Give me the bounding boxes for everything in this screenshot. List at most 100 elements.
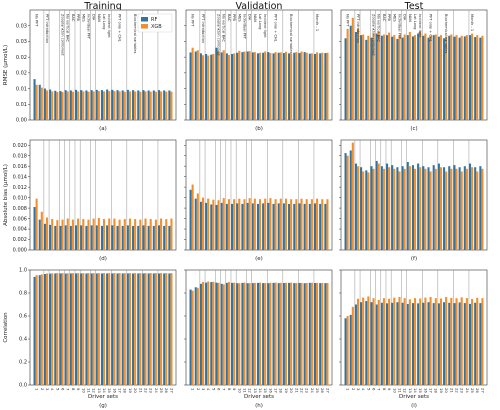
- y-tick-label: 0.0: [19, 383, 27, 389]
- x-tick-label: 19: [284, 388, 289, 393]
- bar-xgb: [367, 35, 370, 121]
- y-tick-label: 0.014: [13, 174, 27, 180]
- annotation-label: BAC: [382, 14, 386, 22]
- x-tick-label: 11: [397, 388, 402, 393]
- bar-rf: [437, 163, 440, 250]
- bar-xgb: [356, 28, 360, 120]
- annotation-label: PFT introduction: [201, 14, 205, 43]
- y-tick-label: 0.004: [13, 227, 27, 233]
- bar-rf: [303, 52, 306, 120]
- bar-xgb: [455, 35, 458, 121]
- bar-rf: [375, 33, 378, 121]
- bar-xgb: [77, 273, 80, 385]
- bar-xgb: [56, 220, 59, 250]
- panel-label: (f): [411, 256, 417, 262]
- bar-rf: [417, 163, 420, 250]
- bar-rf: [147, 225, 150, 250]
- x-tick-label: 17: [118, 388, 123, 393]
- bar-xgb: [248, 198, 251, 250]
- bar-xgb: [414, 35, 417, 121]
- x-tick-label: 12: [248, 388, 253, 393]
- bar-xgb: [71, 219, 74, 250]
- x-tick-label: 27: [325, 388, 330, 393]
- bar-xgb: [238, 283, 241, 385]
- bar-rf: [142, 273, 145, 385]
- bar-xgb: [367, 172, 370, 250]
- bar-xgb: [450, 34, 453, 121]
- bar-xgb: [351, 142, 354, 250]
- x-tick-label: 22: [299, 388, 304, 393]
- bar-rf: [116, 90, 119, 120]
- bar-xgb: [82, 91, 85, 120]
- bar-xgb: [134, 219, 137, 250]
- bar-rf: [54, 225, 57, 250]
- panel-i: 1 2 3 4 5 6 7 8 9 10 11 12 13 14 15 16 17 18 19 20 21 22 23 24 2…: [339, 269, 488, 409]
- annotation-label: Lat Long: [413, 14, 417, 29]
- bar-xgb: [434, 298, 437, 385]
- bar-rf: [303, 203, 306, 250]
- bar-rf: [406, 162, 409, 250]
- annotation-label: Month - 1: [470, 14, 474, 31]
- bar-rf: [479, 303, 482, 385]
- bar-rf: [64, 225, 67, 250]
- bar-xgb: [103, 219, 106, 250]
- x-tick-label: 3: [201, 388, 206, 391]
- bar-rf: [468, 163, 472, 250]
- bar-rf: [479, 37, 482, 120]
- bar-rf: [432, 165, 435, 250]
- bar-xgb: [274, 199, 277, 250]
- bar-rf: [474, 167, 477, 250]
- x-tick-label: 12: [92, 388, 97, 393]
- bar-xgb: [45, 217, 49, 250]
- bar-rf: [59, 273, 62, 385]
- annotation-label: Biochemical variables: [444, 14, 448, 53]
- bar-xgb: [377, 163, 380, 250]
- y-tick-label: 0.03: [16, 23, 27, 29]
- legend-label: XGB: [151, 24, 162, 30]
- x-tick-label: 5: [55, 388, 60, 391]
- bar-rf: [49, 273, 52, 385]
- y-tick-label: 0.02: [16, 55, 27, 61]
- x-tick-label: 26: [164, 388, 169, 393]
- x-tick-label: 21: [294, 388, 299, 393]
- bar-xgb: [419, 167, 422, 250]
- bar-rf: [236, 283, 239, 385]
- annotation-label: PPB: [232, 14, 236, 21]
- bar-rf: [75, 89, 78, 120]
- bar-xgb: [108, 91, 111, 120]
- y-tick-label: 0.2: [19, 360, 27, 366]
- bar-xgb: [408, 166, 411, 250]
- annotation-label: No PFT: [346, 14, 350, 27]
- bar-rf: [246, 283, 249, 385]
- x-tick-label: 2: [40, 388, 45, 391]
- bar-rf: [111, 225, 114, 250]
- bar-rf: [106, 273, 109, 385]
- x-tick-label: 11: [242, 388, 247, 393]
- bar-xgb: [201, 197, 205, 250]
- bar-rf: [288, 282, 291, 385]
- bar-xgb: [471, 33, 474, 121]
- bar-rf: [80, 273, 83, 385]
- bar-rf: [121, 225, 124, 250]
- x-tick-label: 20: [444, 388, 449, 393]
- bar-rf: [406, 35, 409, 121]
- y-tick-label: 0.01: [16, 86, 27, 92]
- bar-xgb: [326, 52, 329, 120]
- bar-rf: [282, 53, 285, 120]
- bar-rf: [277, 52, 280, 120]
- bar-rf: [443, 38, 446, 120]
- bar-rf: [391, 165, 394, 250]
- x-tick-label: 7: [66, 388, 71, 391]
- bar-xgb: [233, 282, 236, 385]
- bar-xgb: [108, 273, 111, 385]
- bar-rf: [313, 54, 317, 120]
- bar-xgb: [351, 17, 354, 120]
- x-axis-label: Driver sets: [88, 394, 118, 400]
- bar-rf: [231, 282, 234, 385]
- annotation-label: Lat Long: [258, 14, 262, 29]
- x-tick-label: 9: [76, 388, 81, 391]
- bar-xgb: [264, 198, 267, 250]
- annotation-label: PPB: [387, 14, 391, 21]
- bar-xgb: [201, 55, 205, 120]
- bar-xgb: [212, 54, 215, 120]
